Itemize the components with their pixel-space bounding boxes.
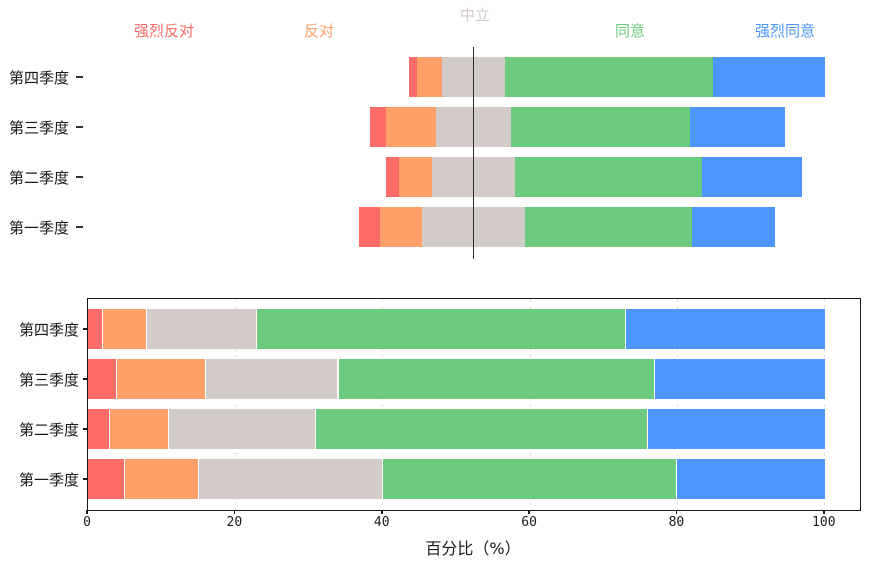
likert-segment-strongly-agree — [702, 157, 802, 197]
gridline — [529, 299, 531, 510]
gridline — [824, 299, 826, 510]
stacked-category-row: 第四季度 — [0, 309, 79, 349]
stacked-category-row: 第三季度 — [0, 359, 79, 399]
likert-segment-agree — [510, 107, 690, 147]
stacked-segment-strongly-disagree — [88, 459, 125, 500]
stacked-category-label: 第四季度 — [18, 320, 79, 339]
stacked-segment-neutral — [169, 409, 317, 450]
likert-segment-disagree — [398, 157, 432, 197]
y-tick-mark — [76, 126, 83, 128]
legend-label-strongly-agree: 强烈同意 — [754, 22, 816, 40]
stacked-segment-strongly-disagree — [88, 409, 111, 450]
likert-segment-disagree — [379, 207, 422, 247]
x-tick-label: 0 — [83, 515, 91, 530]
stacked-segment-strongly-disagree — [88, 359, 118, 400]
x-tick-mark — [528, 510, 530, 515]
x-tick-label: 20 — [226, 515, 243, 530]
legend-label-neutral: 中立 — [459, 6, 491, 24]
stacked-segment-strongly-agree — [677, 459, 825, 500]
stacked-segment-agree — [257, 309, 626, 349]
x-tick-mark — [380, 510, 383, 515]
stacked-segment-disagree — [110, 409, 170, 450]
likert-segment-strongly-disagree — [369, 107, 387, 147]
stacked-segment-agree — [338, 359, 656, 400]
stacked-category-row: 第二季度 — [0, 409, 79, 449]
gridline — [382, 299, 384, 510]
likert-segment-strongly-disagree — [386, 157, 399, 197]
stacked-segment-agree — [316, 409, 648, 450]
likert-category-label: 第三季度 — [8, 118, 69, 137]
likert-segment-strongly-agree — [691, 207, 775, 247]
y-tick-mark — [82, 328, 87, 330]
y-tick-mark — [76, 226, 83, 228]
neutral-center-line — [472, 47, 475, 259]
likert-segment-agree — [525, 207, 692, 247]
legend-label-strongly-disagree: 强烈反对 — [133, 22, 195, 40]
y-tick-mark — [76, 176, 83, 178]
x-axis-title: 百分比（%） — [425, 539, 521, 558]
likert-category-row: 第四季度 — [0, 57, 83, 97]
x-tick-label: 100 — [812, 515, 836, 530]
x-tick-mark — [675, 510, 678, 515]
stacked-segment-neutral — [205, 359, 339, 400]
stacked-category-label: 第三季度 — [18, 370, 79, 389]
likert-category-label: 第一季度 — [8, 218, 69, 237]
stacked-category-label: 第二季度 — [18, 420, 79, 439]
stacked-segment-agree — [382, 459, 678, 500]
stacked-segment-neutral — [198, 459, 383, 500]
stacked-segment-disagree — [124, 459, 199, 500]
likert-category-row: 第一季度 — [0, 207, 83, 247]
gridline — [234, 299, 236, 510]
stacked-segment-strongly-agree — [655, 359, 825, 400]
likert-segment-disagree — [386, 107, 437, 147]
legend-label-disagree: 反对 — [303, 22, 335, 40]
legend-label-agree: 同意 — [614, 22, 646, 40]
likert-segment-strongly-agree — [689, 107, 786, 147]
x-tick-label: 60 — [521, 515, 537, 530]
y-tick-mark — [82, 478, 87, 480]
stacked-category-label: 第一季度 — [18, 470, 79, 489]
x-tick-mark — [86, 510, 88, 515]
stacked-category-row: 第一季度 — [0, 459, 79, 499]
stacked-segment-strongly-disagree — [88, 309, 103, 349]
likert-category-row: 第三季度 — [0, 107, 83, 147]
likert-category-row: 第二季度 — [0, 157, 83, 197]
likert-segment-agree — [515, 157, 703, 197]
y-tick-mark — [76, 76, 83, 78]
x-tick-label: 80 — [668, 515, 685, 530]
likert-segment-disagree — [417, 57, 443, 97]
y-tick-mark — [82, 428, 87, 430]
likert-segment-strongly-disagree — [409, 57, 418, 97]
plot-frame — [87, 298, 861, 511]
stacked-segment-neutral — [146, 309, 258, 349]
stacked-segment-strongly-agree — [625, 309, 825, 349]
likert-segment-strongly-agree — [712, 57, 825, 97]
stacked-segment-disagree — [102, 309, 147, 349]
y-tick-mark — [82, 378, 87, 380]
x-tick-label: 40 — [373, 515, 390, 530]
likert-category-label: 第二季度 — [8, 168, 69, 187]
x-tick-mark — [233, 510, 236, 515]
stacked-segment-disagree — [117, 359, 206, 400]
likert-category-label: 第四季度 — [8, 68, 69, 87]
likert-segment-agree — [504, 57, 713, 97]
gridline — [676, 299, 678, 510]
stacked-segment-strongly-agree — [647, 409, 825, 450]
x-tick-mark — [823, 510, 825, 515]
likert-segment-strongly-disagree — [359, 207, 380, 247]
